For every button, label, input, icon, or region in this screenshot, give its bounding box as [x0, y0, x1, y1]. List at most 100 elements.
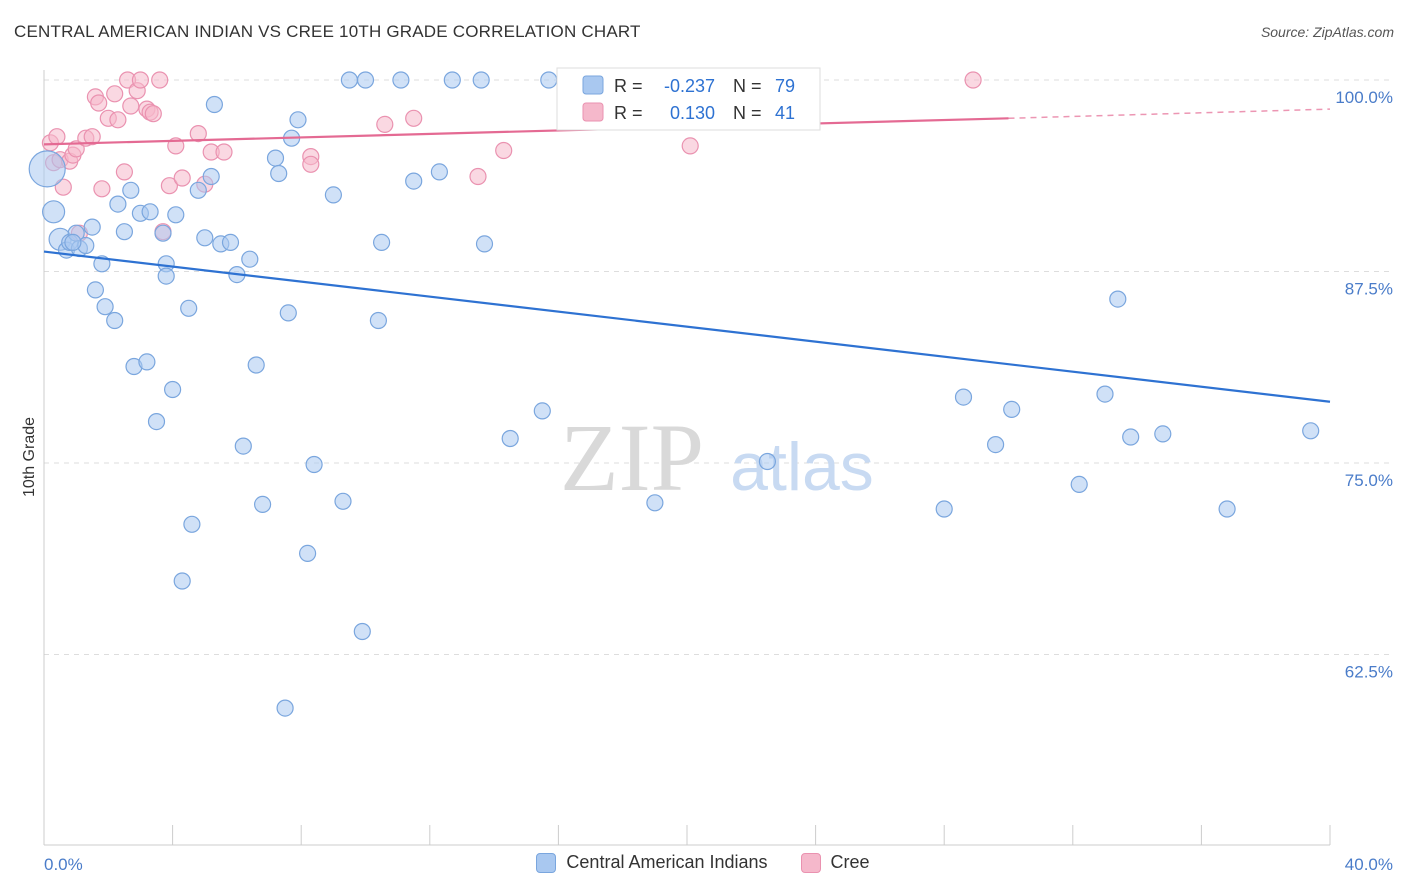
central-american-indians-point-11 [96, 298, 114, 316]
stats-n-label-pink: N = [733, 103, 762, 123]
central-american-indians-point-36 [234, 437, 252, 455]
cree-point-37 [405, 109, 423, 127]
central-american-indians-point-61 [501, 429, 519, 448]
cree-point-41 [964, 71, 982, 89]
central-american-indians-point-53 [369, 311, 387, 330]
y-tick-label-3: 62.5% [1345, 663, 1393, 682]
central-american-indians-point-52 [356, 71, 375, 89]
central-american-indians-point-73 [1122, 428, 1140, 446]
grid-lines [44, 79, 1392, 655]
x-tick-label-1: 40.0% [1345, 855, 1393, 874]
central-american-indians-point-31 [202, 167, 220, 186]
central-american-indians-point-18 [138, 353, 156, 371]
central-american-indians-point-23 [157, 267, 175, 285]
central-american-indians-point-8 [83, 218, 101, 236]
stats-n-value-blue: 79 [775, 76, 795, 96]
y-tick-label-1: 87.5% [1345, 280, 1393, 299]
watermark-atlas: atlas [730, 429, 874, 505]
central-american-indians-point-21 [154, 224, 172, 242]
stats-r-label-blue: R = [614, 76, 643, 96]
cree-point-24 [144, 105, 162, 123]
central-american-indians-point-51 [353, 622, 371, 641]
central-american-indians-point-65 [646, 494, 664, 512]
central-american-indians-point-66 [758, 452, 777, 471]
central-american-indians-point-38 [247, 356, 265, 374]
source-label: Source: ZipAtlas.com [1260, 24, 1394, 40]
central-american-indians-point-37 [241, 250, 259, 268]
watermark-zip: ZIP [560, 404, 704, 511]
central-american-indians-point-76 [1218, 500, 1236, 518]
legend-label-central-american-indians: Central American Indians [566, 852, 768, 872]
cree-point-27 [160, 177, 178, 195]
cree-point-2 [48, 128, 66, 146]
central-american-indians-point-34 [221, 233, 240, 251]
central-american-indians-point-39 [254, 495, 272, 513]
stats-r-value-blue: -0.237 [664, 76, 715, 96]
central-american-indians-point-58 [443, 71, 461, 89]
stats-n-value-pink: 41 [775, 103, 795, 123]
central-american-indians-point-28 [183, 515, 201, 533]
central-american-indians-point-62 [533, 402, 551, 420]
central-american-indians-point-68 [1109, 290, 1127, 308]
central-american-indians-point-46 [299, 544, 317, 563]
stats-legend-swatch-pink [582, 102, 604, 122]
central-american-indians-point-77 [1302, 422, 1320, 440]
cree-point-15 [106, 85, 124, 103]
cree-point-21 [131, 71, 149, 89]
cree-point-12 [90, 94, 108, 112]
cree-point-10 [83, 128, 101, 146]
central-american-indians-point-70 [1096, 385, 1114, 403]
central-american-indians-point-9 [86, 281, 105, 299]
central-american-indians-point-56 [405, 172, 423, 190]
cree-point-19 [122, 97, 140, 115]
y-tick-label-0: 100.0% [1335, 88, 1393, 107]
central-american-indians-point-60 [475, 235, 494, 253]
central-american-indians-point-20 [147, 413, 166, 431]
cree-point-17 [115, 163, 134, 181]
central-american-indians-point-47 [305, 455, 323, 474]
cree-point-36 [376, 115, 394, 134]
y-tick-labels: 100.0% 87.5% 75.0% 62.5% [1335, 88, 1393, 682]
central-american-indians-point-12 [106, 311, 124, 330]
stats-legend: R = -0.237 N = 79 R = 0.130 N = 41 [556, 67, 821, 131]
central-american-indians-point-15 [122, 181, 140, 199]
central-american-indians-point-54 [373, 233, 391, 251]
central-american-indians-point-29 [189, 181, 207, 199]
central-american-indians-points [28, 71, 1320, 717]
central-american-indians-point-49 [334, 492, 352, 510]
central-american-indians-point-41 [270, 164, 288, 183]
trend-lines [43, 108, 1331, 403]
central-american-indians-point-63 [540, 71, 558, 89]
central-american-indians-point-50 [340, 71, 358, 89]
central-american-indians-point-45 [289, 111, 307, 129]
trend-line-cree-extension [1008, 108, 1331, 120]
central-american-indians-point-13 [109, 195, 127, 213]
cree-point-40 [681, 137, 699, 155]
cree-points [41, 71, 982, 242]
x-tick-labels: 0.0% 40.0% [44, 855, 1393, 874]
central-american-indians-point-19 [141, 203, 159, 221]
cree-point-7 [67, 140, 85, 158]
stats-r-label-pink: R = [614, 103, 643, 123]
stats-legend-swatch-blue [582, 75, 604, 95]
trend-line-cree [43, 117, 1009, 146]
central-american-indians-point-24 [164, 380, 182, 399]
central-american-indians-point-0 [28, 150, 66, 188]
stats-r-value-pink: 0.130 [670, 103, 715, 123]
legend-swatch-blue [536, 852, 557, 873]
central-american-indians-point-30 [196, 229, 214, 247]
central-american-indians-point-71 [1003, 400, 1021, 418]
watermark: ZIP atlas [560, 404, 874, 511]
central-american-indians-point-48 [324, 186, 342, 204]
legend-label-cree: Cree [830, 852, 870, 872]
stats-n-label-blue: N = [733, 76, 762, 96]
central-american-indians-point-32 [205, 95, 223, 114]
y-axis-title: 10th Grade [21, 417, 38, 497]
central-american-indians-point-27 [180, 299, 198, 317]
x-ticks [43, 825, 1331, 845]
chart-title: CENTRAL AMERICAN INDIAN VS CREE 10TH GRA… [14, 22, 641, 41]
x-tick-label-0: 0.0% [44, 855, 83, 874]
cree-point-25 [151, 71, 169, 89]
cree-point-13 [93, 180, 111, 198]
